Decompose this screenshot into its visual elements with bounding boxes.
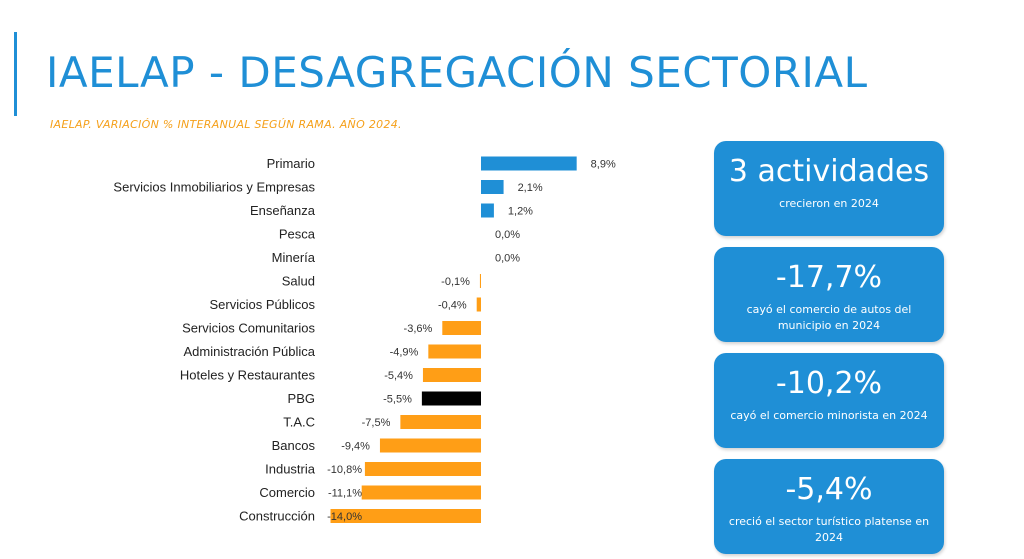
bar-industria <box>364 462 481 476</box>
category-label-t-a-c: T.A.C <box>283 415 315 430</box>
category-label-bancos: Bancos <box>272 438 316 453</box>
value-label-servicios-comunitarios: -3,6% <box>404 323 433 335</box>
sector-bar-chart: Primario 8,9% Servicios Inmobiliarios y Em… <box>113 156 616 524</box>
value-label-mineria: 0,0% <box>495 253 520 265</box>
value-label-construccion: -14,0% <box>327 511 362 523</box>
category-label-pbg: PBG <box>288 391 315 406</box>
category-label-pesca: Pesca <box>279 227 316 242</box>
card-activities-grew: 3 actividades crecieron en 2024 <box>714 141 944 236</box>
bar-t-a-c <box>400 415 481 429</box>
bar-salud <box>479 274 481 288</box>
card-headline: -17,7% <box>775 260 883 295</box>
bar-primario <box>481 156 577 171</box>
value-label-servicios-publicos: -0,4% <box>438 300 467 312</box>
value-label-bancos: -9,4% <box>341 441 370 453</box>
card-description: creció el sector turístico platense en 2… <box>728 515 930 544</box>
value-label-industria: -10,8% <box>327 464 362 476</box>
category-label-servicios-publicos: Servicios Públicos <box>210 297 316 312</box>
value-label-primario: 8,9% <box>591 159 616 171</box>
card-retail-commerce: -10,2% cayó el comercio minorista en 202… <box>714 353 944 448</box>
bar-administracion-publica <box>428 344 481 359</box>
bar-servicios-inmobiliarios-y-empresas <box>481 180 504 194</box>
category-label-salud: Salud <box>282 274 315 289</box>
card-headline: 3 actividades <box>728 154 930 189</box>
bar-pbg <box>421 391 481 406</box>
card-headline: -10,2% <box>775 366 883 401</box>
bar-hoteles-y-restaurantes <box>422 368 481 382</box>
card-auto-commerce: -17,7% cayó el comercio de autos del mun… <box>714 247 944 342</box>
bar-comercio <box>361 485 481 500</box>
bar-servicios-publicos <box>476 297 481 312</box>
bar-construccion <box>330 509 481 523</box>
bar-servicios-comunitarios <box>442 321 481 335</box>
page-title: IAELAP - DESAGREGACIÓN SECTORIAL <box>46 48 868 97</box>
category-label-mineria: Minería <box>272 250 316 265</box>
value-label-pbg: -5,5% <box>383 394 412 406</box>
value-label-hoteles-y-restaurantes: -5,4% <box>384 370 413 382</box>
category-label-servicios-comunitarios: Servicios Comunitarios <box>182 321 315 336</box>
category-label-construccion: Construcción <box>239 509 315 524</box>
category-label-industria: Industria <box>265 462 316 477</box>
bar-ensenanza <box>481 203 494 218</box>
card-description: cayó el comercio de autos del municipio … <box>746 303 912 332</box>
category-label-hoteles-y-restaurantes: Hoteles y Restaurantes <box>180 368 316 383</box>
category-label-ensenanza: Enseñanza <box>250 203 316 218</box>
value-label-servicios-inmobiliarios-y-empresas: 2,1% <box>518 182 543 194</box>
value-label-t-a-c: -7,5% <box>362 417 391 429</box>
title-accent-bar <box>14 32 17 116</box>
category-label-administracion-publica: Administración Pública <box>183 344 315 359</box>
value-label-ensenanza: 1,2% <box>508 206 533 218</box>
card-tourism-sector: -5,4% creció el sector turístico platens… <box>714 459 944 554</box>
card-description: crecieron en 2024 <box>779 197 879 210</box>
category-label-primario: Primario <box>267 156 315 171</box>
bar-bancos <box>379 438 481 453</box>
value-label-comercio: -11,1% <box>328 488 362 500</box>
value-label-salud: -0,1% <box>441 276 470 288</box>
card-headline: -5,4% <box>785 472 873 507</box>
chart-subtitle: IAELAP. VARIACIÓN % INTERANUAL SEGÚN RAM… <box>50 118 402 131</box>
category-label-servicios-inmobiliarios-y-empresas: Servicios Inmobiliarios y Empresas <box>113 180 315 195</box>
value-label-administracion-publica: -4,9% <box>390 347 419 359</box>
category-label-comercio: Comercio <box>259 485 315 500</box>
value-label-pesca: 0,0% <box>495 229 520 241</box>
card-description: cayó el comercio minorista en 2024 <box>730 409 928 422</box>
